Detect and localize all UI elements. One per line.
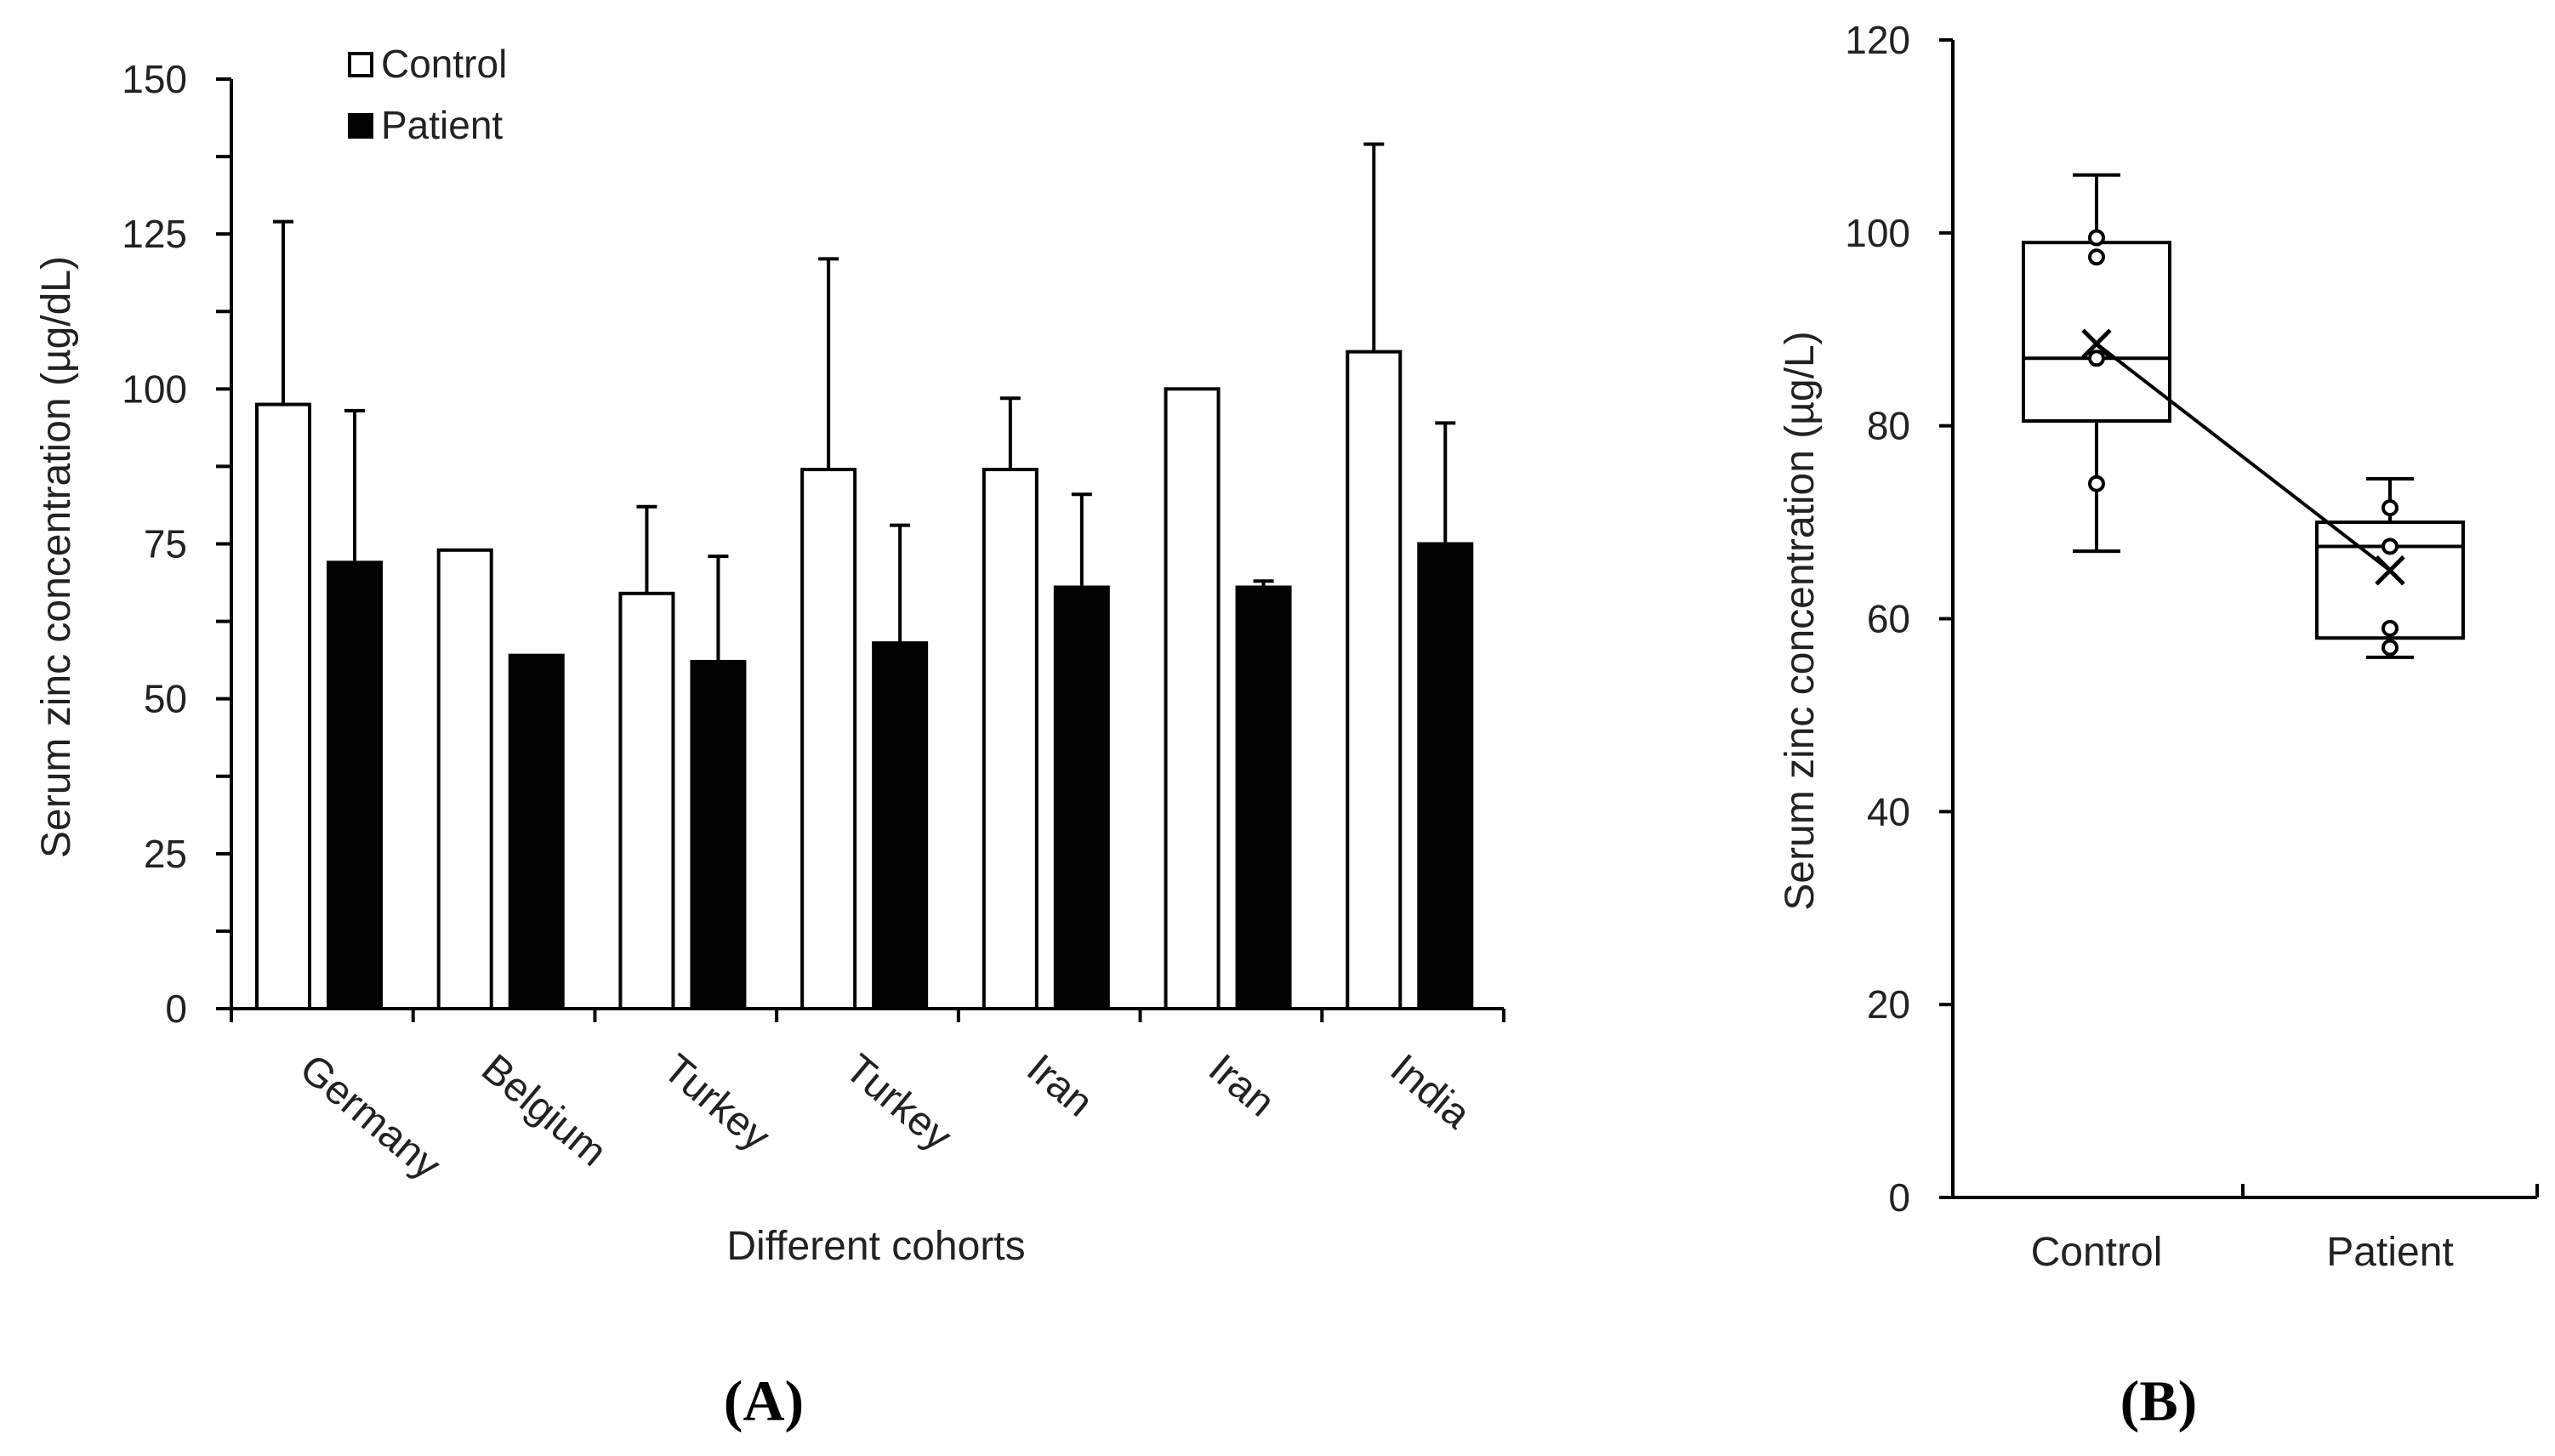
panel-a-label: (A) bbox=[724, 1368, 804, 1433]
legend-patient-swatch bbox=[348, 113, 373, 139]
bar-patient-1 bbox=[508, 653, 565, 1010]
box-patient bbox=[2315, 520, 2465, 640]
bar-control-1 bbox=[436, 548, 493, 1010]
b-boxes bbox=[2022, 173, 2465, 659]
x-tick-label-1: Belgium bbox=[473, 1046, 615, 1175]
x-tick-label-4: Iran bbox=[1018, 1046, 1101, 1126]
x-tick-label-3: Turkey bbox=[837, 1046, 960, 1160]
b-y-tick-labels: 0 20 40 60 80 100 120 bbox=[1845, 18, 1910, 1220]
b-y-tick-label-40: 40 bbox=[1867, 789, 1910, 833]
b-y-axis-title: Serum zinc concentration (µg/L) bbox=[1778, 331, 1823, 910]
bar-control-2 bbox=[618, 591, 675, 1010]
point-control-3 bbox=[2088, 229, 2105, 247]
point-control-0 bbox=[2088, 475, 2105, 492]
a-x-category-labels: Germany Belgium Turkey Turkey Iran Iran India bbox=[291, 1046, 1478, 1188]
b-axes bbox=[1939, 38, 2539, 1199]
a-error-bars bbox=[273, 142, 1456, 662]
legend-control-swatch bbox=[348, 52, 373, 77]
bar-control-6 bbox=[1346, 350, 1403, 1010]
a-y-tick-label-25: 25 bbox=[144, 832, 187, 876]
bar-patient-6 bbox=[1417, 542, 1474, 1010]
x-tick-label-0: Germany bbox=[291, 1046, 448, 1188]
mean-connector-line bbox=[2095, 342, 2392, 572]
a-x-axis-title: Different cohorts bbox=[726, 1224, 1025, 1269]
a-y-tick-label-150: 150 bbox=[122, 57, 187, 101]
x-tick-label-2: Turkey bbox=[655, 1046, 778, 1160]
point-patient-3 bbox=[2381, 499, 2399, 517]
a-y-tick-label-75: 75 bbox=[144, 522, 187, 566]
bar-patient-5 bbox=[1235, 585, 1292, 1010]
a-axes bbox=[216, 77, 1505, 1022]
x-tick-label-5: Iran bbox=[1200, 1046, 1283, 1126]
b-x-tick-label-0: Control bbox=[2031, 1230, 2163, 1275]
a-y-tick-label-125: 125 bbox=[122, 212, 187, 256]
bar-control-4 bbox=[982, 468, 1039, 1010]
b-x-tick-label-1: Patient bbox=[2326, 1230, 2453, 1275]
panel-a-bar-chart: 0 25 50 75 100 125 150 Germany Belgium Turkey Tur… bbox=[34, 42, 1505, 1433]
a-y-tick-label-50: 50 bbox=[144, 677, 187, 721]
bar-control-5 bbox=[1164, 387, 1221, 1011]
panel-b-label: (B) bbox=[2120, 1368, 2198, 1433]
b-y-tick-label-20: 20 bbox=[1867, 982, 1910, 1027]
b-y-tick-label-100: 100 bbox=[1845, 211, 1910, 255]
a-y-tick-labels: 0 25 50 75 100 125 150 bbox=[122, 57, 187, 1031]
bar-control-0 bbox=[255, 402, 311, 1010]
b-x-category-labels: Control Patient bbox=[2031, 1230, 2454, 1275]
legend-control-label: Control bbox=[381, 42, 507, 86]
bar-patient-3 bbox=[872, 641, 929, 1010]
bar-patient-4 bbox=[1053, 585, 1110, 1010]
bar-patient-2 bbox=[690, 659, 747, 1010]
bar-control-3 bbox=[800, 468, 857, 1010]
point-control-1 bbox=[2088, 350, 2105, 367]
a-legend: Control Patient bbox=[348, 42, 507, 147]
a-bars bbox=[255, 350, 1474, 1011]
point-patient-2 bbox=[2381, 537, 2399, 555]
a-y-tick-label-0: 0 bbox=[165, 987, 187, 1031]
a-y-axis-title: Serum zinc concentration (µg/dL) bbox=[34, 256, 79, 858]
b-y-tick-label-0: 0 bbox=[1888, 1175, 1910, 1220]
a-y-tick-label-100: 100 bbox=[122, 367, 187, 411]
b-y-tick-label-60: 60 bbox=[1867, 597, 1910, 641]
panel-b-box-plot: 0 20 40 60 80 100 120 Control Patient Serum zin… bbox=[1778, 18, 2539, 1433]
x-tick-label-6: India bbox=[1382, 1046, 1479, 1138]
b-y-tick-label-120: 120 bbox=[1845, 18, 1910, 62]
box-control bbox=[2022, 241, 2171, 423]
bar-patient-0 bbox=[327, 560, 383, 1010]
point-patient-0 bbox=[2381, 639, 2399, 657]
point-control-2 bbox=[2088, 248, 2105, 266]
legend-patient-label: Patient bbox=[381, 103, 503, 147]
point-patient-1 bbox=[2381, 619, 2399, 637]
b-y-tick-label-80: 80 bbox=[1867, 404, 1910, 448]
